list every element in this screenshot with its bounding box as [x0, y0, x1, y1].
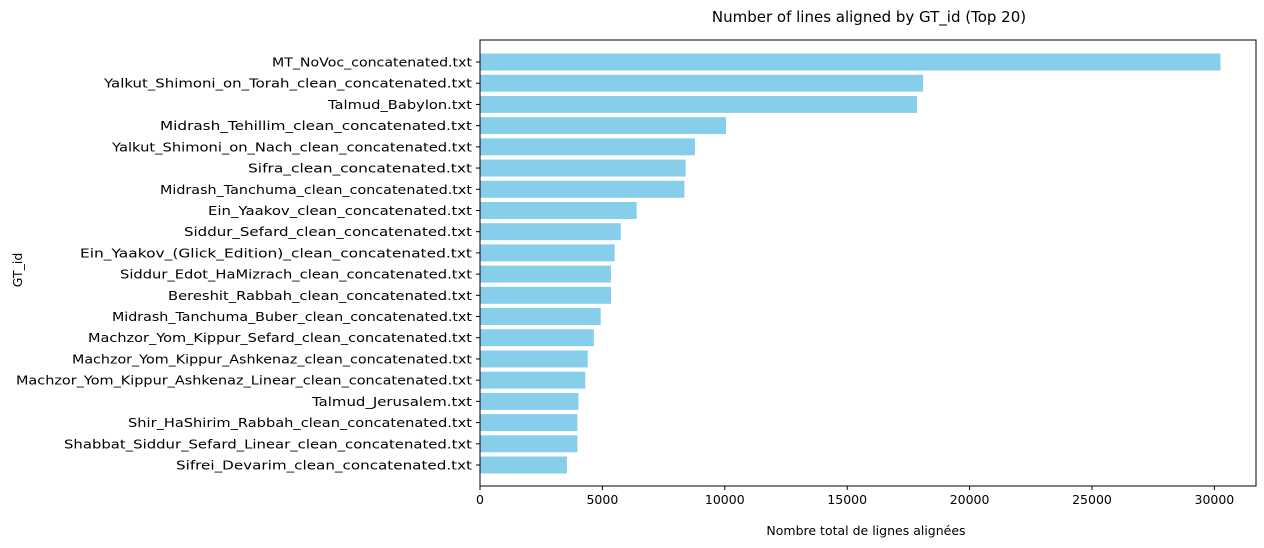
category-label: Yalkut_Shimoni_on_Torah_clean_concatenat…: [103, 76, 472, 91]
x-tick-label: 30000: [1195, 492, 1235, 507]
y-axis-label: GT_id: [10, 253, 25, 288]
category-label: Machzor_Yom_Kippur_Ashkenaz_clean_concat…: [72, 351, 472, 366]
category-label: Shabbat_Siddur_Sefard_Linear_clean_conca…: [64, 436, 472, 451]
category-label: Machzor_Yom_Kippur_Ashkenaz_Linear_clean…: [16, 373, 472, 388]
plot-frame: [479, 39, 1257, 487]
x-tick-label: 10000: [705, 492, 745, 507]
bars-group: [480, 53, 1221, 474]
x-tick-label: 20000: [950, 492, 990, 507]
bar: [480, 117, 727, 135]
bar: [480, 138, 695, 156]
bar: [480, 95, 917, 113]
category-label: Siddur_Sefard_clean_concatenated.txt: [184, 224, 472, 239]
bar: [480, 244, 615, 262]
bar: [480, 392, 579, 410]
category-label: MT_NoVoc_concatenated.txt: [272, 55, 472, 70]
x-ticks-group: 0 5000 10000 15000 20000 25000 30000: [476, 486, 1234, 507]
category-label: Ein_Yaakov_(Glick_Edition)_clean_concate…: [80, 245, 472, 260]
x-tick-label: 0: [476, 492, 484, 507]
category-label: Talmud_Babylon.txt: [327, 97, 472, 112]
bar: [480, 159, 686, 177]
category-label: Midrash_Tanchuma_Buber_clean_concatenate…: [112, 309, 472, 324]
x-tick-label: 25000: [1072, 492, 1112, 507]
bar: [480, 329, 594, 347]
category-label: Sifra_clean_concatenated.txt: [248, 161, 472, 176]
category-label: Ein_Yaakov_clean_concatenated.txt: [208, 203, 472, 218]
category-label: Midrash_Tanchuma_clean_concatenated.txt: [160, 182, 472, 197]
category-label: Talmud_Jerusalem.txt: [311, 394, 472, 409]
bar: [480, 456, 567, 474]
category-labels-group: MT_NoVoc_concatenated.txt Yalkut_Shimoni_…: [16, 55, 480, 473]
x-tick-label: 15000: [827, 492, 867, 507]
bar: [480, 201, 637, 219]
bar: [480, 350, 588, 368]
bar: [480, 414, 578, 432]
category-label: Shir_HaShirim_Rabbah_clean_concatenated.…: [128, 415, 472, 430]
category-label: Sifrei_Devarim_clean_concatenated.txt: [176, 458, 472, 473]
bar: [480, 53, 1221, 71]
bar: [480, 180, 685, 198]
chart-title: Number of lines aligned by GT_id (Top 20…: [712, 8, 1026, 27]
category-label: Midrash_Tehillim_clean_concatenated.txt: [160, 118, 472, 133]
category-label: Machzor_Yom_Kippur_Sefard_clean_concaten…: [88, 330, 472, 345]
category-label: Bereshit_Rabbah_clean_concatenated.txt: [168, 288, 472, 303]
bar: [480, 265, 611, 283]
category-label: Yalkut_Shimoni_on_Nach_clean_concatenate…: [111, 139, 472, 154]
bar: [480, 223, 621, 241]
bar: [480, 435, 578, 453]
x-axis-label: Nombre total de lignes alignées: [766, 523, 965, 538]
bar: [480, 74, 924, 92]
bar: [480, 308, 601, 326]
bar: [480, 371, 586, 389]
bar: [480, 286, 611, 304]
x-tick-label: 5000: [586, 492, 618, 507]
category-label: Siddur_Edot_HaMizrach_clean_concatenated…: [120, 267, 472, 282]
